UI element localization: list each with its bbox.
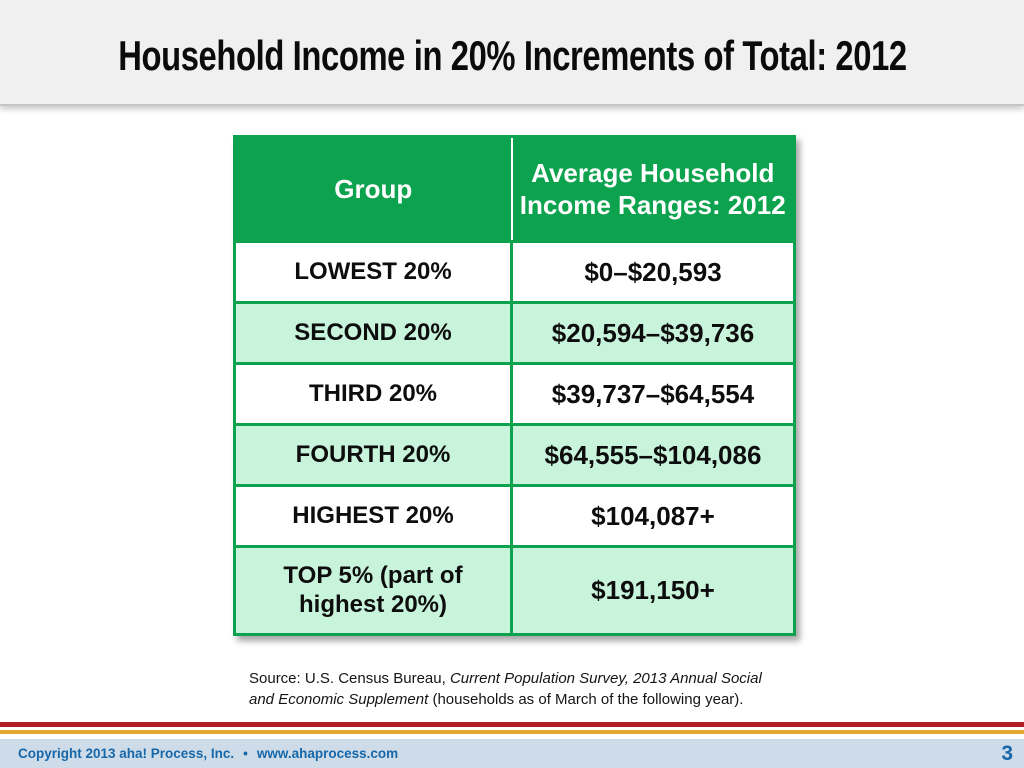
page-title: Household Income in 20% Increments of To…: [117, 32, 907, 79]
website-text: www.ahaprocess.com: [256, 746, 399, 761]
income-table: Group Average Household Income Ranges: 2…: [233, 135, 796, 636]
range-cell: $0–$20,593: [510, 240, 796, 304]
group-cell: THIRD 20%: [233, 362, 513, 426]
range-cell: $191,150+: [510, 545, 796, 636]
column-header-range: Average Household Income Ranges: 2012: [510, 135, 796, 243]
range-cell: $104,087+: [510, 484, 796, 548]
source-note: Source: U.S. Census Bureau, Current Popu…: [249, 668, 777, 710]
source-text-regular: Source: U.S. Census Bureau,: [249, 670, 450, 687]
footer-bar: Copyright 2013 aha! Process, Inc. • www.…: [0, 739, 1024, 768]
column-header-group: Group: [233, 135, 513, 243]
table-row-second: SECOND 20% $20,594–$39,736: [233, 301, 796, 365]
bullet-separator: •: [243, 746, 248, 761]
source-text-regular: (households as of March of the following…: [428, 691, 744, 708]
source-text-italic: Current Population Survey, 2013 Annual S…: [249, 670, 762, 708]
range-cell: $64,555–$104,086: [510, 423, 796, 487]
group-cell: HIGHEST 20%: [233, 484, 513, 548]
group-cell-label: TOP 5% (part of highest 20%): [283, 562, 463, 618]
table-row-highest: HIGHEST 20% $104,087+: [233, 484, 796, 548]
copyright-text: Copyright 2013 aha! Process, Inc. • www.…: [18, 746, 398, 761]
group-cell: LOWEST 20%: [233, 240, 513, 304]
footer-red-stripe: [0, 722, 1024, 727]
copyright-label: Copyright 2013 aha! Process, Inc.: [18, 746, 235, 761]
table-row-fourth: FOURTH 20% $64,555–$104,086: [233, 423, 796, 487]
table-row-third: THIRD 20% $39,737–$64,554: [233, 362, 796, 426]
range-cell: $20,594–$39,736: [510, 301, 796, 365]
table-header-row: Group Average Household Income Ranges: 2…: [233, 135, 796, 243]
footer-gold-stripe: [0, 730, 1024, 734]
table-row-top5: TOP 5% (part of highest 20%) $191,150+: [233, 545, 796, 636]
group-cell: FOURTH 20%: [233, 423, 513, 487]
page-number: 3: [1001, 741, 1013, 765]
range-cell: $39,737–$64,554: [510, 362, 796, 426]
group-cell: TOP 5% (part of highest 20%): [233, 545, 513, 636]
table-row-lowest: LOWEST 20% $0–$20,593: [233, 240, 796, 304]
group-cell: SECOND 20%: [233, 301, 513, 365]
title-band: Household Income in 20% Increments of To…: [0, 0, 1024, 106]
